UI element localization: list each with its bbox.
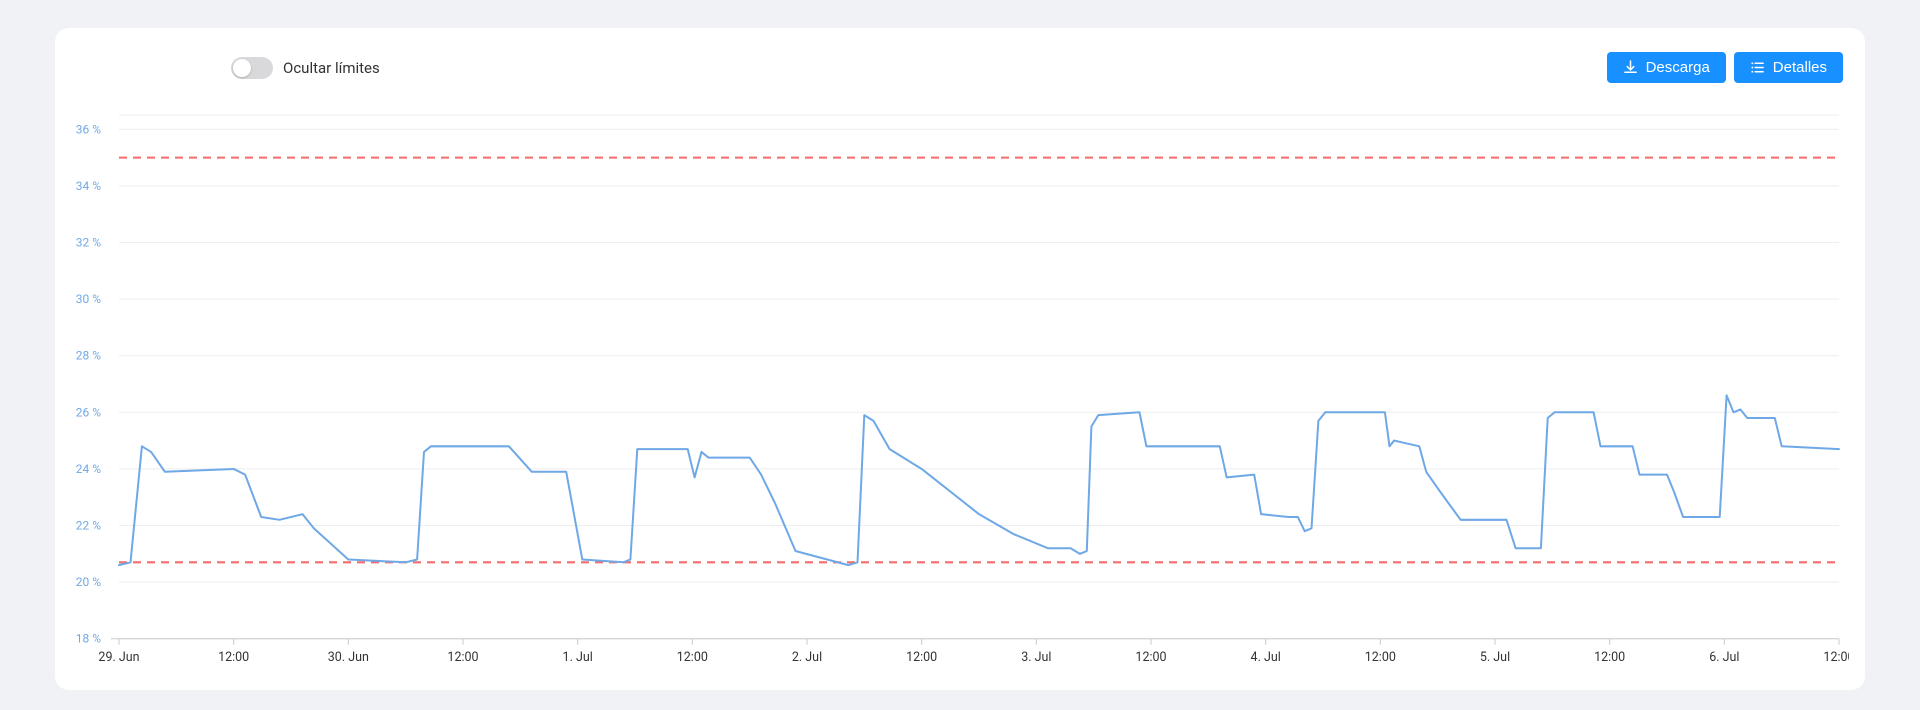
svg-text:24 %: 24 % xyxy=(76,462,101,476)
right-buttons: Descarga Detalles xyxy=(1607,52,1843,83)
svg-text:5. Jul: 5. Jul xyxy=(1480,650,1510,665)
svg-text:29. Jun: 29. Jun xyxy=(98,650,139,665)
download-button[interactable]: Descarga xyxy=(1607,52,1726,83)
svg-text:20 %: 20 % xyxy=(76,575,101,589)
svg-text:3. Jul: 3. Jul xyxy=(1021,650,1051,665)
svg-text:34 %: 34 % xyxy=(76,179,101,193)
svg-text:18 %: 18 % xyxy=(76,632,101,646)
svg-text:28 %: 28 % xyxy=(76,349,101,363)
svg-text:12:00: 12:00 xyxy=(677,650,708,665)
svg-text:12:00: 12:00 xyxy=(447,650,478,665)
svg-text:12:00: 12:00 xyxy=(1823,650,1849,665)
svg-text:2. Jul: 2. Jul xyxy=(792,650,822,665)
hide-limits-toggle[interactable] xyxy=(231,57,273,79)
download-button-label: Descarga xyxy=(1646,59,1710,76)
details-button[interactable]: Detalles xyxy=(1734,52,1843,83)
chart-card: Ocultar límites Descarga Detalles xyxy=(55,28,1865,690)
svg-text:36 %: 36 % xyxy=(76,122,101,136)
svg-text:12:00: 12:00 xyxy=(1594,650,1625,665)
svg-text:12:00: 12:00 xyxy=(1365,650,1396,665)
svg-text:6. Jul: 6. Jul xyxy=(1709,650,1739,665)
chart-container: 18 % 20 % 22 % 24 % 26 % 28 % 30 % 32 % 34 % 36 %… xyxy=(71,95,1849,679)
left-controls: Ocultar límites xyxy=(231,57,380,79)
svg-text:30. Jun: 30. Jun xyxy=(328,650,369,665)
card-header: Ocultar límites Descarga Detalles xyxy=(71,52,1849,83)
toggle-label: Ocultar límites xyxy=(283,59,380,77)
download-icon xyxy=(1623,60,1638,75)
svg-text:1. Jul: 1. Jul xyxy=(563,650,593,665)
svg-text:12:00: 12:00 xyxy=(218,650,249,665)
svg-text:12:00: 12:00 xyxy=(1135,650,1166,665)
svg-text:26 %: 26 % xyxy=(76,405,101,419)
svg-text:30 %: 30 % xyxy=(76,292,101,306)
svg-text:4. Jul: 4. Jul xyxy=(1251,650,1281,665)
svg-text:12:00: 12:00 xyxy=(906,650,937,665)
svg-text:22 %: 22 % xyxy=(76,519,101,533)
list-icon xyxy=(1750,60,1765,75)
toggle-knob xyxy=(233,59,251,77)
line-chart: 18 % 20 % 22 % 24 % 26 % 28 % 30 % 32 % 34 % 36 %… xyxy=(71,95,1849,679)
svg-text:32 %: 32 % xyxy=(76,235,101,249)
details-button-label: Detalles xyxy=(1773,59,1827,76)
